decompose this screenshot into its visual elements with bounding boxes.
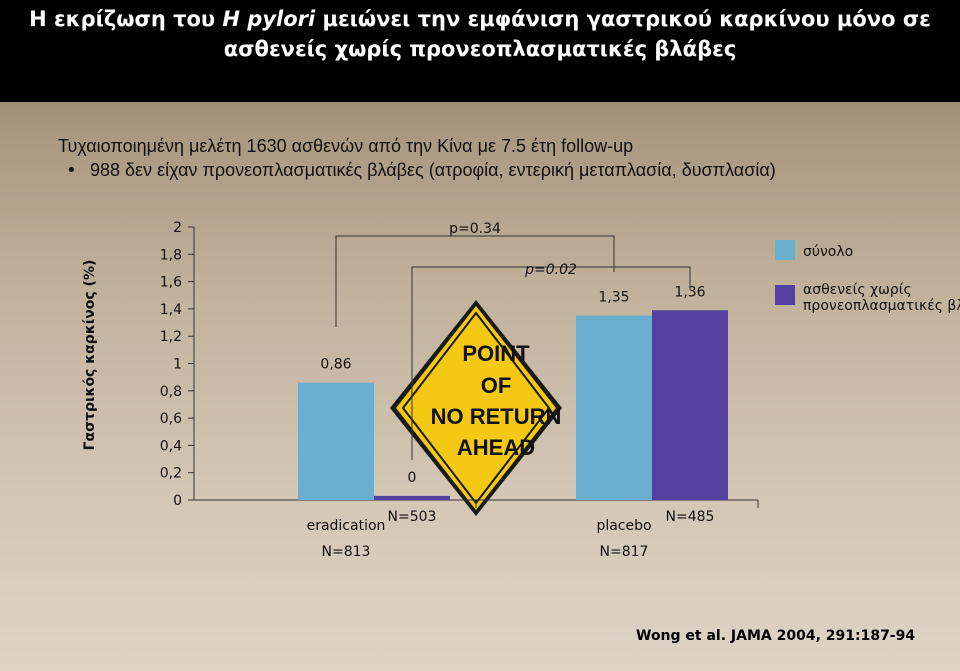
bar-value-label: 1,35 <box>598 290 629 306</box>
legend-swatch-total <box>775 240 795 260</box>
y-tick-label: 0,4 <box>160 438 182 454</box>
no-lesions-n-label: N=503 <box>388 509 437 525</box>
citation: Wong et al. JAMA 2004, 291:187-94 <box>636 628 916 644</box>
bracket-p002 <box>411 266 691 460</box>
y-tick-label: 1,8 <box>160 247 182 263</box>
category-n-label: N=813 <box>322 544 371 560</box>
legend-label-line: προνεοπλασματικές βλάβες <box>803 298 960 314</box>
y-tick-label: 0,6 <box>160 411 182 427</box>
bullet-text: 988 δεν είχαν προνεοπλασματικές βλάβες (… <box>90 160 776 180</box>
y-axis-label: Γαστρικός καρκίνος (%) <box>82 260 98 451</box>
y-tick-label: 0,8 <box>160 384 182 400</box>
slide-title-line-1: Η εκρίζωση του Η pylori μειώνει την εμφά… <box>0 0 960 34</box>
bar-no-lesions-placebo <box>652 310 728 500</box>
sign-text-4: AHEAD <box>457 435 535 460</box>
y-tick-label: 1 <box>173 357 182 373</box>
bar-value-label: 0,86 <box>320 357 351 373</box>
category-n-label: N=817 <box>600 544 649 560</box>
sign-text-2: OF <box>481 373 512 398</box>
bar-value-label: 0 <box>408 470 417 486</box>
title-band: Η εκρίζωση του Η pylori μειώνει την εμφά… <box>0 0 960 102</box>
title-italic-part: Η pylori <box>222 7 316 31</box>
y-tick-label: 2 <box>173 220 182 236</box>
sign-text-1: POINT <box>462 341 530 366</box>
bar-total-eradication <box>298 382 374 500</box>
legend-label-total: σύνολο <box>803 244 853 260</box>
legend-swatch-no-lesions <box>775 285 795 305</box>
bar-value-label: 1,36 <box>674 284 705 300</box>
title-part-b: μειώνει την εμφάνιση γαστρικού καρκίνου … <box>315 7 931 31</box>
title-part-a: Η εκρίζωση του <box>29 7 223 31</box>
bar-total-placebo <box>576 315 652 500</box>
p-value-label: p=0.34 <box>449 221 501 237</box>
y-tick-label: 0,2 <box>160 466 182 482</box>
no-lesions-n-label: N=485 <box>666 509 715 525</box>
bracket-p034 <box>335 235 615 327</box>
bar-no-lesions-eradication <box>374 495 450 500</box>
intro-text: Τυχαιοποιημένη μελέτη 1630 ασθενών από τ… <box>58 136 634 156</box>
bullet-icon: • <box>66 160 77 181</box>
y-tick-label: 1,6 <box>160 275 182 291</box>
y-tick-label: 1,2 <box>160 329 182 345</box>
category-label: eradication <box>307 518 386 534</box>
warning-sign: POINT OF NO RETURN AHEAD <box>390 300 562 516</box>
chart-layer: 0 0,2 0,4 0,6 0,8 1 1,2 1,4 1,6 1,8 2 0,86 1,35 0 1,36… <box>160 220 960 560</box>
legend-label-line: ασθενείς χωρίς <box>803 282 912 298</box>
y-tick-label: 1,4 <box>160 302 182 318</box>
sign-text-3: NO RETURN <box>431 404 562 429</box>
y-tick-label: 0 <box>173 493 182 509</box>
category-label: placebo <box>596 518 651 534</box>
sign-face <box>396 306 556 510</box>
slide-title-line-2: ασθενείς χωρίς προνεοπλασματικές βλάβες <box>223 37 737 61</box>
p-value-label-significant: p=0.02 <box>524 262 577 278</box>
